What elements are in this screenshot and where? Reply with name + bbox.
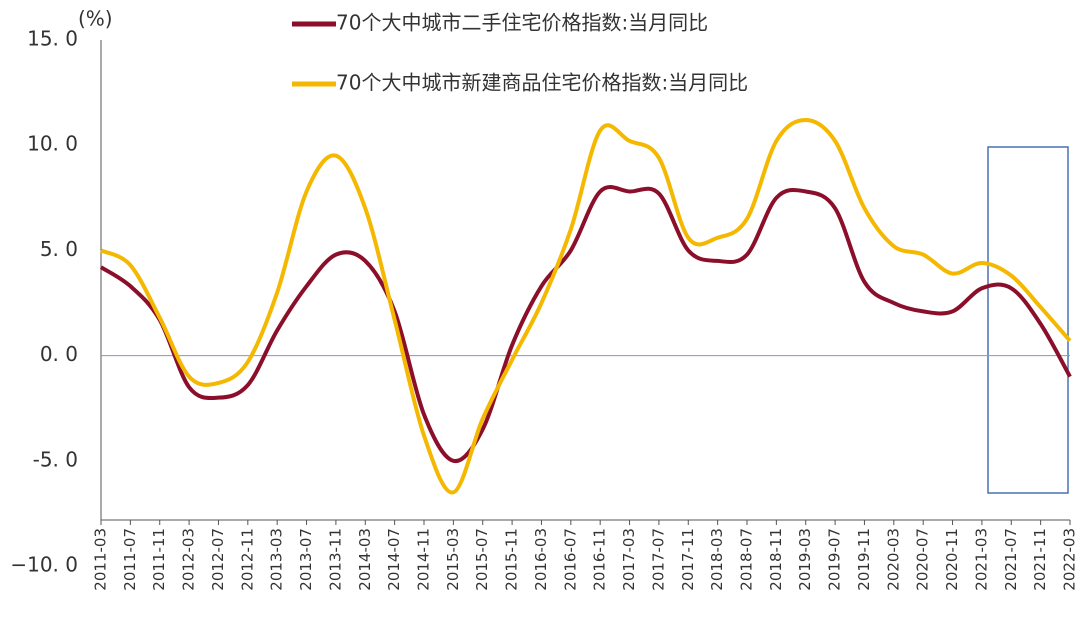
x-tick-label: 2020-07 — [914, 528, 932, 591]
x-tick-label: 2016-11 — [591, 528, 609, 591]
x-tick-label: 2011-03 — [92, 528, 110, 591]
x-tick-label: 2011-11 — [150, 528, 168, 591]
x-tick-label: 2015-11 — [503, 528, 521, 591]
x-tick-label: 2014-03 — [356, 528, 374, 591]
x-tick-label: 2019-03 — [796, 528, 814, 591]
x-tick-label: 2019-11 — [855, 528, 873, 591]
x-tick-label: 2018-07 — [738, 528, 756, 591]
x-tick-label: 2014-07 — [385, 528, 403, 591]
y-tick-label: −10. 0 — [10, 553, 78, 577]
legend-label: 70个大中城市二手住宅价格指数:当月同比 — [336, 11, 708, 35]
x-tick-label: 2012-11 — [238, 528, 256, 591]
x-tick-label: 2018-03 — [708, 528, 726, 591]
x-tick-label: 2022-03 — [1061, 528, 1079, 591]
x-tick-label: 2014-11 — [415, 528, 433, 591]
x-tick-label: 2011-07 — [121, 528, 139, 591]
series-line — [100, 117, 1072, 495]
highlight-box — [987, 146, 1069, 494]
x-tick-label: 2017-11 — [679, 528, 697, 591]
x-tick-label: 2016-07 — [561, 528, 579, 591]
y-unit: (%) — [78, 7, 113, 31]
x-tick-label: 2021-11 — [1031, 528, 1049, 591]
x-tick-label: 2012-07 — [209, 528, 227, 591]
x-tick-label: 2020-03 — [884, 528, 902, 591]
x-tick-label: 2021-03 — [972, 528, 990, 591]
x-tick-label: 2021-07 — [1002, 528, 1020, 591]
x-tick-label: 2018-11 — [767, 528, 785, 591]
y-tick-label: -5. 0 — [33, 447, 78, 471]
y-tick-label: 5. 0 — [40, 237, 78, 261]
x-tick-label: 2017-03 — [620, 528, 638, 591]
x-tick-label: 2015-03 — [444, 528, 462, 591]
series-line — [99, 185, 1072, 463]
x-tick-label: 2019-07 — [826, 528, 844, 591]
y-tick-label: 0. 0 — [40, 342, 78, 366]
x-tick-label: 2015-07 — [473, 528, 491, 591]
x-tick-label: 2016-03 — [532, 528, 550, 591]
x-tick-label: 2013-03 — [268, 528, 286, 591]
x-tick-label: 2013-11 — [326, 528, 344, 591]
x-tick-label: 2017-07 — [649, 528, 667, 591]
x-tick-label: 2012-03 — [180, 528, 198, 591]
y-tick-label: 15. 0 — [27, 27, 78, 51]
y-tick-label: 10. 0 — [27, 132, 78, 156]
legend-label: 70个大中城市新建商品住宅价格指数:当月同比 — [336, 71, 748, 95]
x-tick-label: 2013-07 — [297, 528, 315, 591]
x-tick-label: 2020-11 — [943, 528, 961, 591]
